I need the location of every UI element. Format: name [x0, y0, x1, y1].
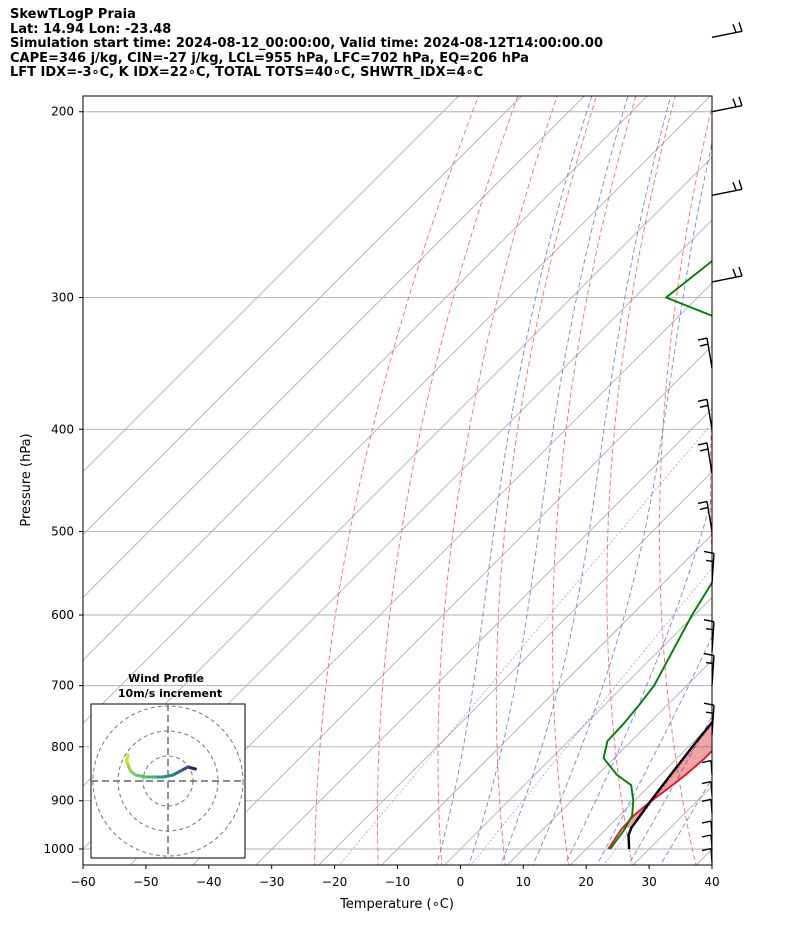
isotherm-line: [83, 96, 460, 473]
dry-adiabat-line: [437, 96, 558, 865]
dewpoint-line: [602, 259, 712, 850]
wind-barb: [697, 337, 713, 369]
isotherm-line: [83, 96, 649, 662]
wind-barb: [703, 702, 715, 736]
y-tick-label: 1000: [43, 842, 74, 856]
axis-ticks: 1002003004005006007008009001000−60−50−40…: [43, 105, 719, 889]
inset-title: Wind Profile: [128, 672, 204, 685]
cape-shading: [742, 125, 794, 687]
x-tick-label: −50: [133, 875, 158, 889]
wind-profile-inset: Wind Profile 10m/s increment: [90, 672, 246, 859]
wind-barb: [703, 652, 715, 686]
moist-adiabat-line: [532, 141, 712, 865]
x-tick-label: 0: [457, 875, 465, 889]
y-tick-label: 900: [51, 794, 74, 808]
wind-barb: [697, 500, 713, 532]
wind-barb: [711, 22, 743, 38]
y-tick-label: 800: [51, 740, 74, 754]
profile-lines: [602, 259, 712, 850]
wind-barb: [703, 550, 715, 584]
mixing-ratio-line: [338, 422, 712, 865]
x-tick-label: −60: [70, 875, 95, 889]
moist-adiabat-line: [564, 495, 712, 865]
wind-barb: [711, 96, 743, 113]
wind-barb: [711, 180, 743, 196]
isotherm-line: [83, 96, 523, 536]
isotherm-line: [380, 533, 712, 865]
parcel-line: [627, 720, 712, 850]
wind-barb: [711, 266, 743, 283]
isotherm-line: [83, 96, 586, 599]
chart-title: SkewTLogP Praia: [10, 7, 136, 22]
wind-barb: [701, 798, 713, 814]
x-tick-label: −30: [259, 875, 284, 889]
wind-barb: [701, 759, 713, 775]
wind-barb: [701, 820, 713, 836]
dry-adiabat-line: [606, 96, 676, 865]
params-line: CAPE=346 j/kg, CIN=-27 j/kg, LCL=955 hPa…: [10, 50, 529, 66]
isotherm-line: [192, 345, 712, 865]
wind-barb: [703, 618, 715, 652]
dry-adiabat-line: [552, 96, 637, 865]
isotherm-line: [569, 722, 712, 865]
dry-adiabat-line: [495, 96, 597, 865]
dry-adiabat-line: [314, 96, 480, 865]
x-tick-label: 30: [641, 875, 656, 889]
moist-adiabat-line: [436, 96, 593, 865]
isotherm-line: [443, 596, 712, 865]
x-axis-title: Temperature (∘C): [339, 897, 454, 912]
x-tick-label: −10: [385, 875, 410, 889]
mixing-ratio-line: [470, 567, 712, 865]
isotherm-line: [506, 659, 712, 865]
dry-adiabat-line: [709, 402, 712, 566]
y-tick-label: 700: [51, 679, 74, 693]
wind-barbs: [697, 22, 743, 863]
y-tick-label: 600: [51, 608, 74, 622]
x-tick-label: 10: [516, 875, 531, 889]
x-tick-label: 20: [579, 875, 594, 889]
wind-barb: [701, 834, 713, 850]
inset-subtitle: 10m/s increment: [118, 687, 222, 700]
isotherm-line: [83, 156, 712, 787]
y-axis-title: Pressure (hPa): [19, 433, 34, 526]
dry-adiabat-line: [760, 0, 794, 876]
hodograph-segment: [125, 753, 130, 763]
isotherm-line: [129, 282, 712, 865]
shaded-areas: [622, 125, 794, 828]
isotherm-line: [83, 96, 711, 724]
moist-adiabat-line: [500, 96, 672, 865]
wind-barb: [701, 847, 713, 863]
wind-barb: [697, 442, 713, 474]
wind-barb: [701, 780, 713, 796]
header-block: SkewTLogP Praia Lat: 14.94 Lon: -23.48 S…: [10, 7, 790, 81]
temperature-line: [607, 749, 712, 850]
isotherm-line: [83, 219, 712, 850]
hodograph-segment: [161, 773, 175, 779]
isotherm-line: [255, 408, 712, 865]
time-line: Simulation start time: 2024-08-12_00:00:…: [10, 36, 603, 52]
y-tick-label: 300: [51, 290, 74, 304]
wind-barb: [697, 398, 713, 430]
y-tick-label: 400: [51, 422, 74, 436]
mixing-ratio-line: [603, 724, 712, 865]
x-tick-label: −20: [322, 875, 347, 889]
indices-line: LFT IDX=-3∘C, K IDX=22∘C, TOTAL TOTS=40∘…: [10, 65, 484, 81]
x-tick-label: −40: [196, 875, 221, 889]
isotherm-line: [318, 471, 712, 865]
mixing-ratio-line: [770, 0, 794, 876]
hodograph-segment: [134, 773, 147, 779]
dry-adiabat-line: [377, 96, 519, 865]
reference-lines: [83, 0, 794, 876]
x-tick-label: 40: [704, 875, 719, 889]
y-tick-label: 200: [51, 105, 74, 119]
location-line: Lat: 14.94 Lon: -23.48: [10, 21, 172, 37]
y-tick-label: 500: [51, 524, 74, 538]
dry-adiabat-line: [659, 104, 712, 865]
